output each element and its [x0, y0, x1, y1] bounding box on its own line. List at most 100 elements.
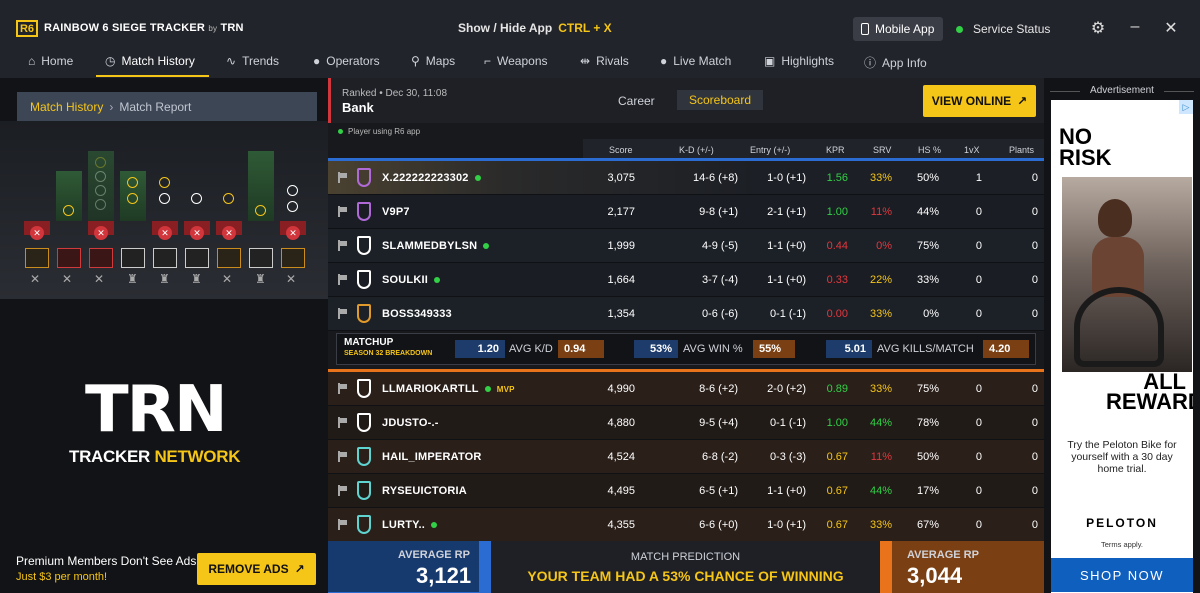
col-entry: Entry (+/-)	[750, 145, 791, 155]
cell-hs: 44%	[916, 206, 939, 218]
tab-home[interactable]: ⌂ Home	[28, 54, 74, 68]
cell-kpr: 0.67	[826, 451, 848, 463]
defender-operator-icon[interactable]	[185, 248, 209, 268]
bomb-defused-icon[interactable]	[281, 248, 305, 268]
tab-highlights[interactable]: ▣ Highlights	[764, 54, 835, 68]
player-name[interactable]: BOSS349333	[382, 308, 452, 320]
cell-plants: 0	[1031, 383, 1038, 395]
ad-creative[interactable]: ▷ NO RISK ALL REWARD Try the Peloton Bik…	[1051, 100, 1193, 593]
cell-hs: 78%	[916, 417, 939, 429]
blue-team-divider	[328, 158, 1044, 161]
rank-badge-icon	[357, 236, 371, 255]
service-status-link[interactable]: Service Status	[956, 22, 1050, 36]
remove-ads-button[interactable]: REMOVE ADS ↗	[197, 553, 316, 585]
cell-entry: 1-1 (+0)	[767, 274, 806, 286]
table-row[interactable]: RYSEUICTORIA 4,495 6-5 (+1) 1-1 (+0) 0.67 44%…	[328, 474, 1044, 508]
defender-operator-icon[interactable]	[249, 248, 273, 268]
tab-career[interactable]: Career	[618, 94, 655, 108]
attacker-operator-icon[interactable]	[57, 248, 81, 268]
player-name[interactable]: JDUSTO-.-	[382, 417, 439, 429]
orange-avg-win: 55%	[753, 340, 795, 358]
tower-icon: ♜	[255, 272, 266, 286]
cell-onevx: 0	[975, 485, 982, 497]
ad-choices-icon[interactable]: ▷	[1179, 100, 1193, 114]
bomb-defused-icon[interactable]	[25, 248, 49, 268]
flag-icon[interactable]	[338, 240, 348, 251]
table-row[interactable]: SLAMMEDBYLSN 1,999 4-9 (-5) 1-1 (+0) 0.44 0% 7…	[328, 229, 1044, 263]
tab-live-match[interactable]: ● Live Match	[660, 54, 732, 68]
player-name[interactable]: HAIL_IMPERATOR	[382, 451, 482, 463]
minimize-icon[interactable]: –	[1130, 18, 1140, 35]
rank-badge-icon	[357, 515, 371, 534]
breadcrumb-match-history[interactable]: Match History	[30, 99, 104, 114]
table-row[interactable]: V9P7 2,177 9-8 (+1) 2-1 (+1) 1.00 11% 44% 0 0	[328, 195, 1044, 229]
cell-plants: 0	[1031, 451, 1038, 463]
tab-trends[interactable]: ∿ Trends	[226, 54, 279, 68]
tab-rivals[interactable]: ⇹ Rivals	[580, 54, 629, 68]
left-panel: Match History › Match Report ✕ ✕ ✕ ✕ ✕ ♜	[0, 78, 328, 593]
tab-maps[interactable]: ⚲ Maps	[411, 54, 456, 68]
kill-target-icon	[287, 185, 298, 196]
flag-icon[interactable]	[338, 308, 348, 319]
cell-kd: 14-6 (+8)	[693, 172, 738, 184]
flag-icon[interactable]	[338, 485, 348, 496]
player-name[interactable]: SLAMMEDBYLSN	[382, 240, 490, 252]
online-dot-icon	[434, 277, 441, 284]
rank-badge-icon	[357, 447, 371, 466]
rank-badge-icon	[357, 270, 371, 289]
swords-icon: ✕	[222, 272, 233, 286]
flag-icon[interactable]	[338, 451, 348, 462]
cell-srv: 11%	[870, 206, 892, 218]
settings-gear-icon[interactable]: ⚙	[1090, 20, 1106, 37]
swords-icon: ✕	[286, 272, 297, 286]
bomb-defused-icon[interactable]	[217, 248, 241, 268]
table-row[interactable]: BOSS349333 1,354 0-6 (-6) 0-1 (-1) 0.00 33% 0%…	[328, 297, 1044, 331]
flag-icon[interactable]	[338, 274, 348, 285]
kill-target-icon	[159, 193, 170, 204]
view-online-button[interactable]: VIEW ONLINE ↗	[923, 85, 1036, 117]
tower-icon: ♜	[159, 272, 170, 286]
online-dot-icon	[484, 386, 491, 393]
table-row[interactable]: SOULKII 1,664 3-7 (-4) 1-1 (+0) 0.33 22% 33% 0 0	[328, 263, 1044, 297]
breadcrumb: Match History › Match Report	[17, 92, 317, 121]
player-name[interactable]: LLMARIOKARTLL MVP	[382, 383, 515, 395]
cell-entry: 0-1 (-1)	[769, 417, 806, 429]
cell-entry: 2-0 (+2)	[767, 383, 806, 395]
tab-app-info[interactable]: ⓘ App Info	[864, 55, 927, 71]
gun-icon: ⌐	[484, 54, 492, 68]
tab-scoreboard[interactable]: Scoreboard	[677, 90, 763, 110]
mobile-app-button[interactable]: Mobile App	[853, 17, 943, 41]
trend-icon: ∿	[226, 54, 237, 68]
cell-hs: 75%	[916, 240, 939, 252]
player-name[interactable]: SOULKII	[382, 274, 441, 286]
film-icon: ▣	[764, 54, 776, 68]
cell-plants: 0	[1031, 308, 1038, 320]
table-row[interactable]: JDUSTO-.- 4,880 9-5 (+4) 0-1 (-1) 1.00 44% 78%…	[328, 406, 1044, 440]
cell-hs: 50%	[916, 172, 939, 184]
flag-icon[interactable]	[338, 206, 348, 217]
close-icon[interactable]: ✕	[1164, 20, 1178, 37]
flag-icon[interactable]	[338, 417, 348, 428]
tab-weapons[interactable]: ⌐ Weapons	[484, 54, 548, 68]
tab-operators[interactable]: ● Operators	[313, 54, 380, 68]
table-row[interactable]: X.222222223302 3,075 14-6 (+8) 1-0 (+1) 1.56…	[328, 161, 1044, 195]
table-row[interactable]: LLMARIOKARTLL MVP 4,990 8-6 (+2) 2-0 (+2) 0.8…	[328, 372, 1044, 406]
kill-target-icon	[127, 177, 138, 188]
defender-operator-icon[interactable]	[121, 248, 145, 268]
attacker-operator-icon[interactable]	[89, 248, 113, 268]
external-link-icon: ↗	[294, 562, 305, 576]
flag-icon[interactable]	[338, 172, 348, 183]
player-name[interactable]: V9P7	[382, 206, 410, 218]
flag-icon[interactable]	[338, 383, 348, 394]
player-name[interactable]: LURTY..	[382, 519, 437, 531]
tab-match-history[interactable]: ◷ Match History	[105, 54, 195, 68]
player-name[interactable]: RYSEUICTORIA	[382, 485, 467, 497]
defender-operator-icon[interactable]	[153, 248, 177, 268]
flag-icon[interactable]	[338, 519, 348, 530]
player-name[interactable]: X.222222223302	[382, 172, 481, 184]
ad-terms: Terms apply.	[1101, 540, 1143, 549]
shop-now-button[interactable]: SHOP NOW	[1051, 558, 1193, 592]
cell-kd: 6-6 (+0)	[699, 519, 738, 531]
table-row[interactable]: HAIL_IMPERATOR 4,524 6-8 (-2) 0-3 (-3) 0.67 1…	[328, 440, 1044, 474]
table-row[interactable]: LURTY.. 4,355 6-6 (+0) 1-0 (+1) 0.67 33% 67% 0 0	[328, 508, 1044, 542]
